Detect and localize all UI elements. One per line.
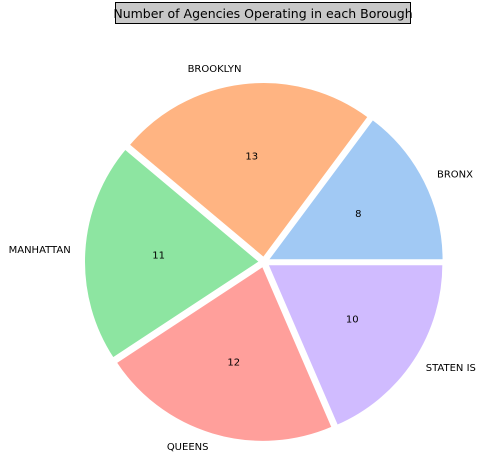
pie-slice-staten-is bbox=[265, 263, 445, 428]
pie-slice-manhattan bbox=[83, 147, 262, 360]
pie-category-label: BRONX bbox=[437, 170, 473, 181]
pie-category-label: STATEN IS bbox=[426, 363, 476, 374]
pie-labels: 8 BRONX 13 BROOKLYN 11 MANHATTAN 12 QUEENS 10 STA… bbox=[9, 64, 476, 453]
pie-value-label: 8 bbox=[355, 209, 361, 220]
pie-value-label: 10 bbox=[346, 315, 359, 326]
pie-category-label: QUEENS bbox=[167, 442, 209, 453]
pie-value-label: 13 bbox=[245, 152, 258, 163]
pie-category-label: MANHATTAN bbox=[9, 245, 71, 256]
pie-value-label: 11 bbox=[152, 250, 165, 261]
pie-value-label: 12 bbox=[227, 358, 240, 369]
chart-title: Number of Agencies Operating in each Bor… bbox=[113, 2, 413, 24]
pie-category-label: BROOKLYN bbox=[188, 64, 242, 75]
pie-slice-bronx bbox=[265, 117, 445, 262]
pie-slice-brooklyn bbox=[127, 81, 371, 260]
pie-slice-queens bbox=[114, 264, 334, 443]
pie-slices bbox=[83, 81, 445, 443]
